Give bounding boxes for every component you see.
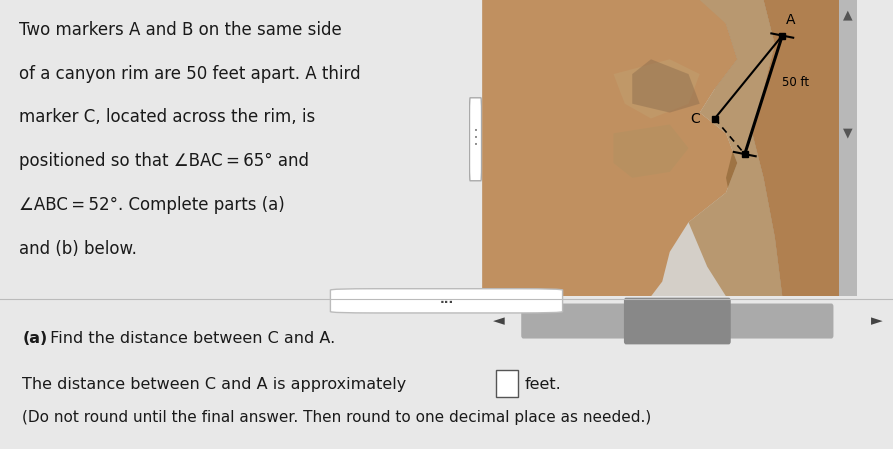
Text: feet.: feet. (525, 377, 562, 392)
Text: A: A (786, 13, 796, 26)
Polygon shape (482, 0, 857, 296)
Polygon shape (689, 0, 782, 296)
Polygon shape (632, 59, 700, 113)
FancyBboxPatch shape (470, 98, 481, 181)
Polygon shape (613, 59, 700, 119)
Text: marker C, located across the rim, is: marker C, located across the rim, is (19, 109, 315, 127)
Text: and (b) below.: and (b) below. (19, 240, 137, 258)
Polygon shape (707, 0, 782, 296)
Text: of a canyon rim are 50 feet apart. A third: of a canyon rim are 50 feet apart. A thi… (19, 65, 361, 83)
FancyBboxPatch shape (624, 298, 730, 344)
Text: ∠ABC = 52°. Complete parts (a): ∠ABC = 52°. Complete parts (a) (19, 196, 285, 214)
Text: Two markers A and B on the same side: Two markers A and B on the same side (19, 21, 342, 39)
Bar (839, 0, 857, 296)
Text: Find the distance between C and A.: Find the distance between C and A. (45, 330, 335, 346)
Text: (a): (a) (22, 330, 47, 346)
FancyBboxPatch shape (330, 289, 563, 313)
FancyBboxPatch shape (496, 370, 518, 397)
Text: The distance between C and A is approximately: The distance between C and A is approxim… (22, 377, 406, 392)
Text: ◄: ◄ (493, 313, 505, 329)
Polygon shape (613, 124, 689, 178)
Text: ...: ... (439, 293, 454, 306)
Text: 50 ft: 50 ft (782, 76, 809, 89)
Text: ▼: ▼ (843, 127, 853, 140)
Text: •
•
•: • • • (473, 128, 478, 148)
Text: positioned so that ∠BAC = 65° and: positioned so that ∠BAC = 65° and (19, 152, 309, 170)
Text: (Do not round until the final answer. Then round to one decimal place as needed.: (Do not round until the final answer. Th… (22, 410, 652, 425)
Text: C: C (690, 111, 700, 126)
Polygon shape (482, 0, 738, 296)
FancyBboxPatch shape (522, 304, 833, 339)
Text: ▲: ▲ (843, 9, 853, 21)
Text: ►: ► (871, 313, 882, 329)
Polygon shape (752, 0, 857, 296)
